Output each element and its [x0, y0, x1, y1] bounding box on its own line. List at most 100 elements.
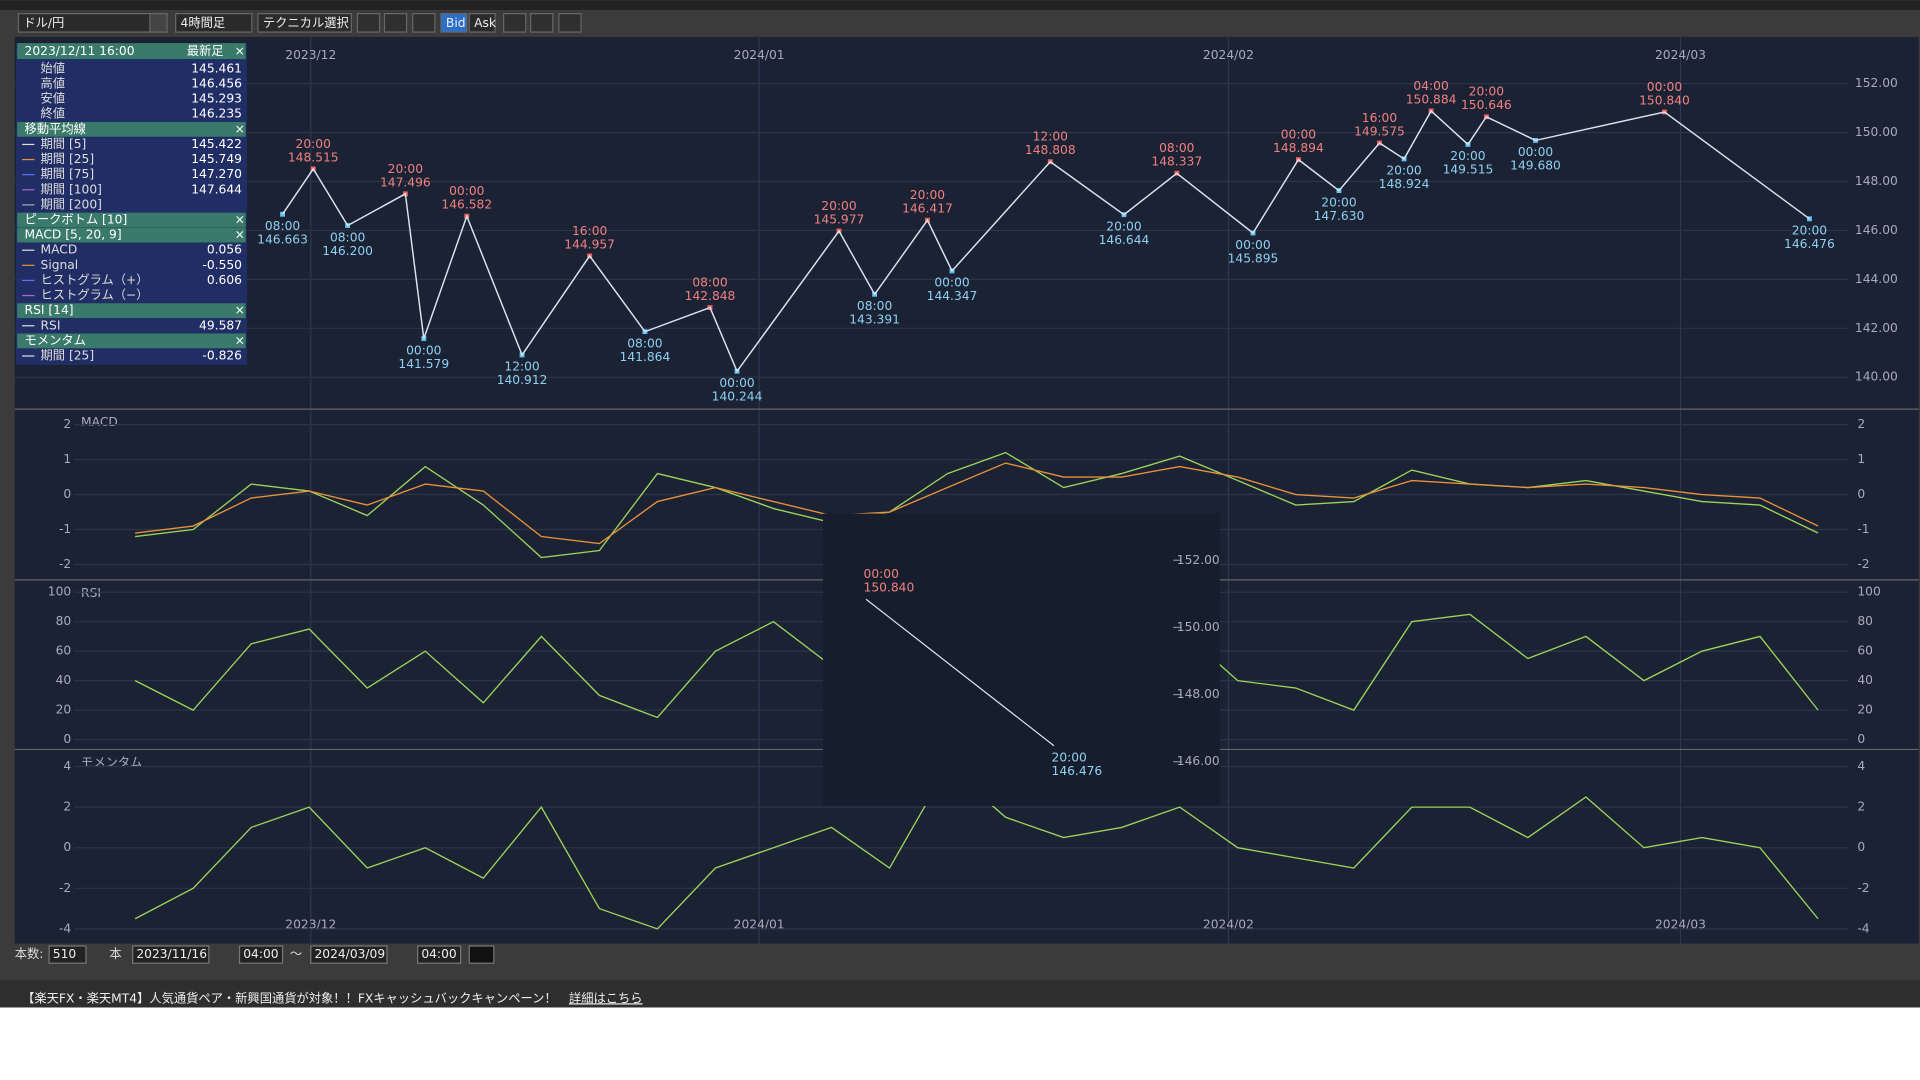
tool-icon[interactable] [356, 13, 381, 33]
section-header [17, 227, 246, 243]
pivot-time: 00:00 [449, 184, 484, 198]
tool-icon[interactable] [558, 13, 582, 33]
pivot-time: 00:00 [1235, 238, 1270, 252]
ohlc-label: 安値 [41, 91, 66, 106]
info-datetime: 2023/12/11 16:00 [25, 44, 135, 58]
timeframe-select: 4時間足 [181, 16, 226, 30]
row-value: -0.826 [202, 348, 242, 362]
price-tick-label: 144.00 [1855, 272, 1898, 286]
pivot-price: 149.515 [1443, 163, 1494, 177]
pane-tick-right: 0 [1857, 840, 1865, 854]
technical-select-button[interactable] [257, 13, 352, 33]
timeframe-select-button[interactable] [175, 13, 253, 33]
pivot-price: 146.476 [1784, 237, 1835, 251]
inset-tick-label: 152.00 [1177, 553, 1220, 567]
pivot-time: 12:00 [504, 360, 539, 374]
pane-tick-right: 40 [1857, 673, 1873, 687]
pivot-time: 20:00 [1450, 149, 1485, 163]
date-field[interactable] [238, 945, 284, 964]
pane-tick-right: -4 [1857, 921, 1869, 935]
indicator-line [135, 462, 1819, 545]
date-field[interactable] [417, 945, 462, 964]
pane-tick-left: 0 [63, 732, 71, 746]
date-field[interactable] [310, 945, 388, 964]
count-field[interactable] [48, 945, 87, 964]
pane-tick-right: -2 [1857, 881, 1869, 895]
pivot-time: 20:00 [1386, 164, 1421, 178]
price-tick-label: 152.00 [1855, 76, 1898, 90]
row-label: 期間 [25] [41, 152, 95, 166]
ask-toggle-button[interactable] [468, 13, 496, 33]
pair-dropdown[interactable] [149, 13, 168, 33]
inset-tick-label: 146.00 [1177, 754, 1220, 768]
ohlc-label: 終値 [41, 106, 66, 121]
pivot-price: 147.496 [380, 175, 431, 189]
pane-tick-left: 40 [56, 673, 72, 687]
pane-tick-right: 60 [1857, 644, 1873, 658]
pivot-time: 00:00 [1518, 145, 1553, 159]
ohlc-value: 146.456 [191, 77, 242, 91]
pane-tick-left: 100 [48, 585, 71, 599]
pivot-time: 08:00 [265, 219, 300, 233]
tool-icon[interactable] [530, 13, 554, 33]
ohlc-label: 高値 [41, 76, 66, 91]
pivot-price: 144.957 [564, 237, 615, 251]
inset-tick-label: 148.00 [1177, 687, 1220, 701]
date-field[interactable] [132, 945, 210, 964]
pivot-price: 148.337 [1151, 155, 1202, 169]
date-text: 2023/11/16 [136, 947, 207, 961]
pivot-price: 146.644 [1099, 233, 1150, 247]
section-title: ピークボトム [10] [25, 213, 128, 227]
tool-icon[interactable] [383, 13, 408, 33]
bid-toggle-button[interactable] [440, 13, 468, 33]
date-text: 04:00 [243, 947, 278, 961]
pane-tick-left: -1 [59, 522, 71, 536]
section-title: MACD [5, 20, 9] [25, 228, 122, 242]
tool-icon[interactable] [412, 13, 436, 33]
ohlc-value: 145.293 [191, 92, 242, 106]
banner-link[interactable]: 詳細はこちら [569, 990, 643, 1005]
pane-tick-right: -1 [1857, 522, 1869, 536]
pane-tick-right: 80 [1857, 614, 1873, 628]
bid-toggle: Bid [446, 16, 466, 30]
pivot-price: 141.864 [620, 350, 671, 364]
info-header [17, 43, 246, 60]
pane-tick-left: 60 [56, 644, 72, 658]
pane-tick-left: 20 [56, 703, 72, 717]
pivot-price: 150.840 [1639, 93, 1690, 107]
technical-select: テクニカル選択 [263, 16, 349, 30]
ohlc-label: 始値 [41, 60, 66, 75]
pivot-price: 150.884 [1406, 92, 1457, 106]
pane-tick-right: 2 [1857, 417, 1865, 431]
pivot-time: 20:00 [821, 199, 856, 213]
row-label: 期間 [100] [41, 182, 102, 196]
pivot-price: 141.579 [398, 357, 449, 371]
count-value: 510 [53, 947, 76, 961]
pivot-time: 00:00 [406, 343, 441, 357]
pivot-time: 00:00 [1281, 128, 1316, 142]
pane-tick-left: 0 [63, 487, 71, 501]
tab-bar [0, 0, 1920, 10]
ohlc-value: 146.235 [191, 107, 242, 121]
price-line [281, 109, 1810, 373]
row-label: 期間 [5] [41, 137, 87, 151]
section-title: RSI [14] [25, 303, 74, 317]
section-close: × [235, 303, 245, 317]
pane-tick-right: 100 [1857, 585, 1880, 599]
x-label-top: 2024/02 [1203, 48, 1254, 62]
date-text: 2024/03/09 [314, 947, 385, 961]
row-value: 147.270 [191, 167, 242, 181]
price-tick-label: 148.00 [1855, 174, 1898, 188]
count-label: 本数: [15, 946, 44, 961]
section-close: × [235, 228, 245, 242]
pivot-price: 144.347 [927, 289, 978, 303]
inset-panel [823, 513, 1220, 806]
inset-time: 00:00 [864, 567, 899, 581]
tool-icon[interactable] [503, 13, 527, 33]
range-tilde: ～ [290, 947, 302, 961]
pivot-price: 146.200 [322, 244, 373, 258]
row-label: MACD [41, 243, 78, 257]
apply-button[interactable] [468, 945, 495, 964]
row-label: 期間 [75] [41, 167, 95, 181]
